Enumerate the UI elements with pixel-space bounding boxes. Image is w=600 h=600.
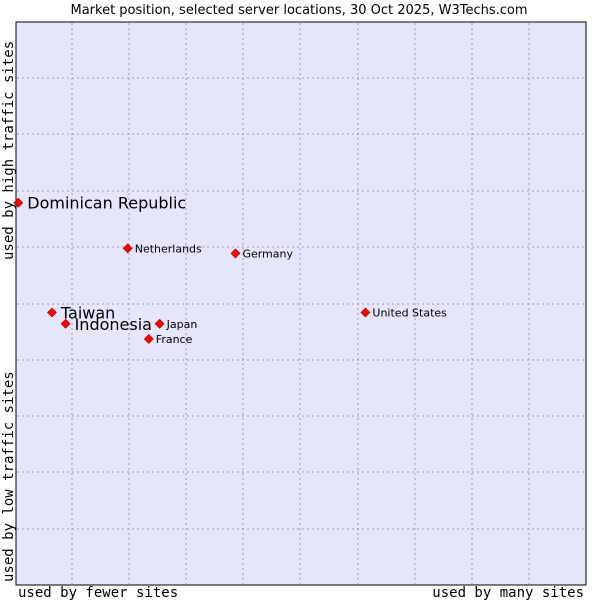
x-axis-label-left: used by fewer sites [18, 585, 178, 600]
point-marker-netherlands [122, 243, 133, 254]
point-marker-dominican-republic [13, 197, 24, 208]
point-marker-indonesia [60, 318, 71, 329]
x-axis-label-right: used by many sites [432, 585, 584, 600]
point-label-france: France [156, 333, 193, 346]
point-label-dominican-republic: Dominican Republic [27, 194, 186, 213]
point-label-indonesia: Indonesia [75, 315, 152, 334]
plot-area [15, 21, 587, 586]
point-label-germany: Germany [242, 247, 293, 260]
point-label-japan: Japan [166, 318, 198, 331]
point-label-united-states: United States [372, 307, 447, 320]
point-label-taiwan: Taiwan [60, 304, 115, 323]
chart-title: Market position, selected server locatio… [70, 3, 527, 18]
y-axis-label-high: used by high traffic sites [1, 41, 17, 260]
point-marker-germany [230, 248, 241, 259]
point-marker-france [143, 334, 154, 344]
data-points: Dominican Republic Netherlands Germany Taiw… [13, 194, 447, 346]
point-marker-taiwan [46, 307, 57, 318]
point-marker-united-states [360, 307, 371, 318]
y-axis-label-low: used by low traffic sites [1, 371, 17, 582]
point-label-netherlands: Netherlands [135, 242, 202, 255]
gridlines [17, 23, 585, 584]
point-marker-japan [154, 318, 165, 329]
